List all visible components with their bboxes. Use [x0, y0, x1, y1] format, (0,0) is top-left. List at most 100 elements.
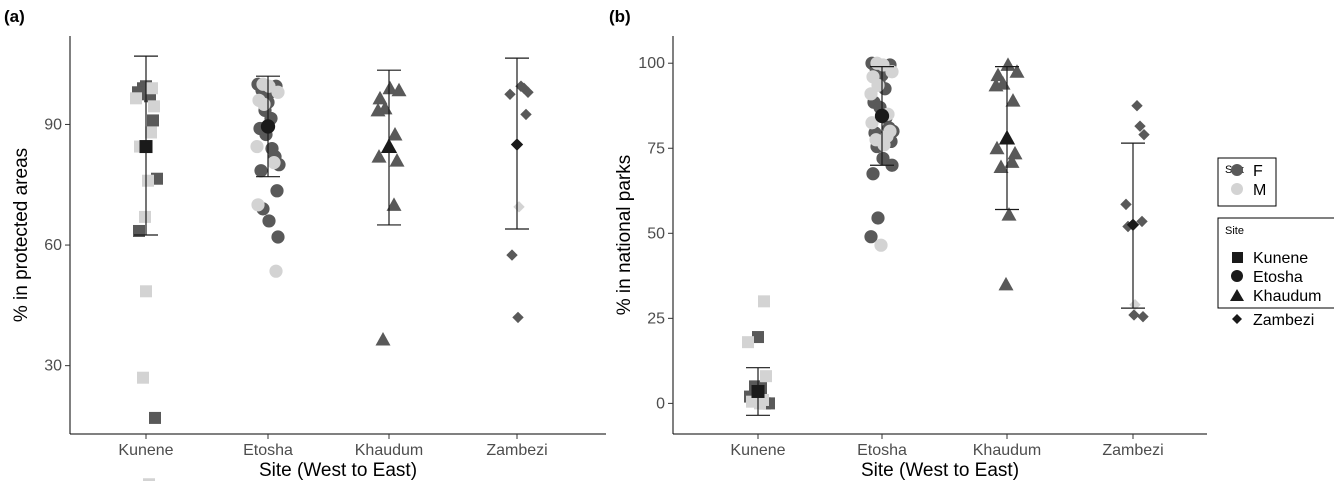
panel-0-point-etosha-f-17	[262, 214, 276, 228]
panel-0-point-kunene-m-5	[142, 174, 154, 187]
panel-b: (b) 0 25 50 75 100 Kunene Etosha Khaudum Zambezi…	[609, 7, 1207, 481]
panel-1-point-etosha-f-19	[866, 167, 880, 181]
panel-1-point-etosha-f-20	[871, 211, 885, 225]
panel-1-y-axis-title: % in national parks	[614, 155, 635, 316]
panel-0-point-etosha-f-14	[254, 164, 268, 178]
sex-legend-key-m	[1231, 183, 1243, 195]
panel-0-point-khaudum-f-9	[375, 332, 391, 346]
panel-0-point-etosha-m-2	[271, 85, 285, 99]
panel-1-point-khaudum-f-8	[1004, 154, 1020, 168]
site-legend-label-khaudum: Khaudum	[1253, 288, 1322, 305]
panel-0-point-etosha-f-15	[270, 184, 284, 198]
panel-1-mean-kunene	[751, 384, 765, 398]
panel-1-y-tick-label-1: 25	[647, 310, 665, 327]
panel-0-point-zambezi-f-2	[522, 86, 534, 98]
panel-1-point-zambezi-f-1	[1134, 120, 1146, 132]
panel-1-y-tick-label-4: 100	[638, 55, 665, 72]
panel-1-point-khaudum-f-1	[1009, 64, 1025, 78]
panel-a: (a) 30 60 90 Kunene Etosha Khaudum Zambezi Site…	[4, 7, 606, 481]
sex-legend-label-m: M	[1253, 182, 1266, 199]
site-legend-key-etosha	[1231, 270, 1243, 282]
panel-0-point-etosha-m-7	[251, 198, 265, 212]
sex-legend-box	[1217, 157, 1277, 207]
panel-0-point-kunene-f-9	[149, 411, 161, 424]
panel-a-letter: (a)	[4, 7, 25, 26]
panel-1-point-zambezi-f-2	[1138, 128, 1150, 141]
panel-0-point-kunene-m-7	[140, 285, 152, 298]
panel-1-point-khaudum-f-2	[990, 67, 1006, 82]
panel-1-point-zambezi-f-3	[1120, 198, 1132, 211]
panel-1-point-khaudum-f-6	[989, 140, 1005, 155]
site-legend-label-etosha: Etosha	[1253, 269, 1303, 286]
panel-0-y-tick-label-2: 90	[44, 116, 62, 133]
panel-0-x-tick-label-kunene: Kunene	[118, 442, 173, 459]
panel-0-point-khaudum-f-7	[389, 153, 405, 167]
panel-0-point-zambezi-f-4	[520, 108, 532, 121]
panel-1-x-tick-label-zambezi: Zambezi	[1102, 442, 1163, 459]
panel-0-point-kunene-m-8	[137, 371, 149, 384]
panel-1-x-axis-title: Site (West to East)	[861, 460, 1019, 481]
panel-0-point-kunene-m-2	[148, 100, 160, 113]
panel-0-point-zambezi-m-0	[513, 201, 525, 213]
panel-0-point-kunene-f-8	[133, 224, 145, 237]
panel-0-point-etosha-m-5	[250, 139, 264, 154]
panel-0-point-etosha-m-6	[267, 156, 281, 170]
panel-1-y-tick-label-2: 50	[647, 225, 665, 242]
panel-0-point-kunene-m-6	[139, 210, 151, 223]
panel-1-point-khaudum-f-10	[1001, 207, 1017, 221]
panel-0-y-tick-label-1: 60	[44, 237, 62, 254]
panel-1-x-tick-label-etosha: Etosha	[857, 442, 907, 459]
panel-0-y-tick-label-0: 30	[44, 358, 62, 375]
sex-legend-label-f: F	[1253, 163, 1263, 180]
site-legend-key-kunene	[1232, 252, 1243, 263]
panel-1-x-tick-label-kunene: Kunene	[730, 442, 785, 459]
panel-1-point-kunene-f-0	[752, 331, 764, 344]
panel-0-point-kunene-m-3	[145, 126, 157, 139]
panel-0-point-etosha-f-18	[271, 230, 285, 244]
panel-0-mean-etosha	[260, 119, 276, 134]
panel-0-point-kunene-f-6	[147, 114, 159, 127]
panel-1-y-tick-label-3: 75	[647, 140, 665, 157]
panel-0-point-khaudum-f-4	[370, 102, 386, 117]
panel-0-mean-khaudum	[380, 138, 398, 154]
site-legend-key-zambezi	[1232, 314, 1242, 324]
panel-1-point-etosha-m-7	[865, 116, 879, 130]
panel-0-mean-zambezi	[510, 138, 524, 151]
site-legend-label-kunene: Kunene	[1253, 250, 1308, 267]
panel-0-point-kunene-m-0	[146, 82, 158, 95]
panel-0-y-axis-title: % in protected areas	[11, 148, 32, 322]
panel-1-x-tick-label-khaudum: Khaudum	[973, 442, 1042, 459]
panel-1-point-etosha-m-12	[874, 238, 888, 252]
panel-0-x-tick-label-etosha: Etosha	[243, 442, 293, 459]
panel-0-point-kunene-m-1	[130, 92, 142, 105]
panel-b-letter: (b)	[609, 7, 631, 26]
panel-1-point-zambezi-f-7	[1137, 310, 1149, 323]
panel-1-mean-khaudum	[998, 129, 1016, 145]
panel-1-point-etosha-f-17	[876, 151, 890, 166]
panel-1-point-etosha-m-2	[885, 65, 899, 79]
panel-1-mean-zambezi	[1126, 218, 1140, 231]
panel-0-point-khaudum-f-2	[372, 90, 388, 105]
panel-1-point-khaudum-f-9	[993, 159, 1009, 173]
panel-0-point-etosha-m-4	[257, 97, 271, 111]
panel-1-point-khaudum-f-11	[998, 276, 1014, 291]
site-legend-label-zambezi: Zambezi	[1253, 312, 1314, 329]
panel-1-y-tick-label-0: 0	[656, 395, 665, 412]
panel-1-point-kunene-m-5	[754, 397, 766, 410]
panel-0-point-khaudum-f-8	[386, 197, 402, 211]
panel-1-point-zambezi-f-4	[1136, 215, 1148, 228]
panel-0-point-khaudum-f-5	[387, 126, 403, 141]
panel-0-point-zambezi-f-3	[504, 88, 516, 100]
panel-0-x-tick-label-khaudum: Khaudum	[355, 442, 424, 459]
panel-1-point-khaudum-f-0	[1000, 57, 1016, 71]
panel-1-point-kunene-m-0	[758, 295, 770, 308]
panel-0-point-zambezi-f-6	[512, 311, 524, 324]
panel-1-point-kunene-m-2	[760, 370, 772, 383]
panel-1-point-khaudum-f-7	[1007, 145, 1023, 160]
site-legend-title: Site	[1225, 225, 1244, 237]
panel-0-x-axis-title: Site (West to East)	[259, 460, 417, 481]
panel-0-point-zambezi-f-5	[506, 249, 518, 261]
panel-1-point-zambezi-f-6	[1128, 309, 1140, 321]
panel-1-point-etosha-m-11	[877, 138, 891, 152]
